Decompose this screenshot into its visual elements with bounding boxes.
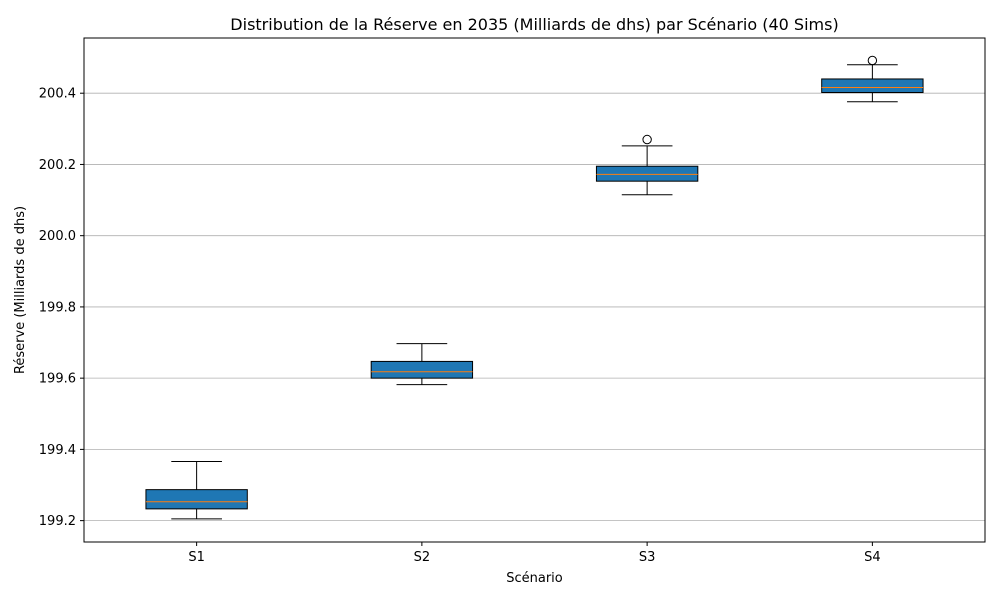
iqr-box: [145, 489, 248, 510]
outlier-point: [867, 55, 878, 66]
outlier-point: [642, 134, 652, 145]
x-tick-label: S2: [414, 550, 431, 565]
x-tick-label: S3: [639, 550, 656, 565]
iqr-box: [370, 360, 474, 379]
y-tick-label: 200.2: [39, 158, 76, 173]
y-tick-label: 199.2: [39, 514, 76, 529]
y-tick-label: 199.4: [39, 443, 76, 458]
box-s2: [370, 343, 474, 386]
x-tick-label: S1: [188, 550, 205, 565]
iqr-box: [595, 165, 699, 182]
ticks-layer: 199.2 199.4 199.6 199.8 200.0 200.2 200.4 S1 S2 S…: [39, 87, 881, 565]
box-s1: [145, 461, 248, 520]
y-tick-label: 200.0: [39, 229, 76, 244]
plot-area-frame: [83, 37, 986, 543]
x-tick-label: S4: [864, 550, 881, 565]
box-s3: [595, 134, 699, 196]
y-tick-label: 200.4: [39, 87, 76, 102]
box-s4: [821, 55, 924, 103]
iqr-box: [821, 78, 924, 93]
boxes-layer: [145, 55, 924, 520]
chart-title: Distribution de la Réserve en 2035 (Mill…: [230, 15, 838, 34]
grid-layer: [84, 92, 985, 522]
y-tick-label: 199.6: [39, 372, 76, 387]
x-axis-label: Scénario: [506, 571, 563, 586]
y-axis-label: Réserve (Milliards de dhs): [13, 206, 28, 374]
y-tick-label: 199.8: [39, 300, 76, 315]
